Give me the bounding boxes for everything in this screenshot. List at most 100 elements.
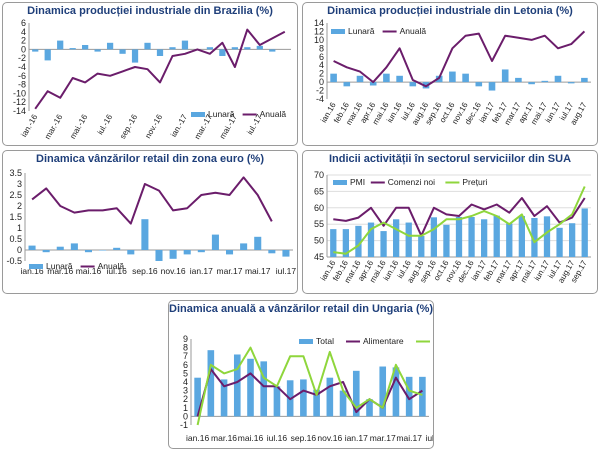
y-tick-label: 3 [17, 179, 22, 189]
y-tick-label: 2 [17, 201, 22, 211]
bar-lunară [169, 250, 177, 259]
bar-pmi [493, 215, 500, 257]
bar-lunară [56, 246, 64, 250]
y-tick-label: 50 [314, 236, 324, 246]
y-tick-label: -2 [18, 53, 26, 63]
bar-total [207, 350, 215, 417]
bar-lunară [206, 47, 214, 50]
bar-lunară [254, 236, 262, 250]
chart-panel-euro: Dinamica vânzărilor retail din zona euro… [2, 150, 298, 294]
y-tick-label: 1 [183, 403, 188, 413]
legend-label: PMI [350, 177, 365, 187]
y-tick-label: 5 [183, 368, 188, 378]
legend-label: Total [316, 336, 334, 346]
bar-total [300, 379, 307, 417]
chart-title-euro: Dinamica vânzărilor retail din zona euro… [36, 153, 264, 165]
chart-panel-brazil: Dinamica producției industriale din Braz… [2, 2, 298, 146]
x-tick-label: nov.16 [161, 266, 186, 276]
bar-lunară [515, 77, 522, 83]
x-tick-label: iul.16 [107, 266, 128, 276]
bar-lunară [240, 243, 248, 250]
series-line-prețuri [333, 186, 586, 255]
chart-title-letonia: Dinamica producției industriale din Leto… [327, 5, 573, 17]
bar-lunară [567, 82, 575, 84]
bar-pmi [418, 236, 425, 257]
bar-lunară [113, 247, 121, 250]
y-tick-label: 2 [183, 394, 188, 404]
x-tick-label: sep.16 [132, 266, 158, 276]
bar-lunară [356, 75, 364, 83]
x-tick-label: iul.16 [267, 433, 288, 443]
y-tick-label: 3.5 [9, 168, 22, 178]
bar-lunară [69, 48, 76, 50]
bar-pmi [355, 225, 362, 257]
x-tick-label: ian.16 [20, 266, 43, 276]
bar-lunară [44, 49, 51, 61]
series-line-anuală [333, 30, 586, 88]
y-tick-label: 0 [17, 245, 22, 255]
bar-pmi [556, 227, 563, 257]
y-tick-label: 9 [183, 334, 188, 344]
bar-pmi [481, 219, 488, 257]
x-tick-label: mar.17 [217, 266, 243, 276]
bar-lunară [369, 82, 377, 86]
bar-pmi [506, 223, 513, 257]
legend-label: Lunară [46, 261, 73, 271]
y-tick-label: 4 [319, 60, 324, 70]
bar-pmi [443, 224, 450, 257]
bar-lunară [84, 250, 92, 253]
y-tick-label: -6 [18, 71, 26, 81]
bar-lunară [409, 82, 417, 87]
y-tick-label: 7 [183, 351, 188, 361]
bar-lunară [106, 42, 114, 50]
y-tick-label: -4 [316, 94, 324, 104]
x-tick-label: mai.16 [76, 266, 102, 276]
series-line-combustil [196, 346, 423, 426]
y-tick-label: 2.5 [9, 190, 22, 200]
bar-total [379, 366, 387, 417]
y-tick-label: 12 [314, 26, 324, 36]
legend-swatch-bar [333, 180, 347, 185]
bar-lunară [131, 49, 139, 63]
x-tick-label: sep.16 [291, 433, 317, 443]
x-tick-label: iul.-16 [96, 112, 115, 136]
x-tick-label: mai.-16 [68, 112, 89, 140]
bar-lunară [396, 75, 403, 83]
bar-total [405, 376, 413, 417]
x-tick-label: nov.16 [317, 433, 342, 443]
bar-pmi [330, 229, 337, 257]
y-tick-label: 8 [183, 343, 188, 353]
x-tick-label: ian.17 [345, 433, 368, 443]
y-tick-label: 45 [314, 252, 324, 262]
chart-euro: -0.500.511.522.533.5 ian.16 mar.16 mai.16 iu… [6, 168, 296, 276]
bar-lunară [82, 45, 89, 50]
bar-lunară [383, 73, 390, 83]
bar-pmi [430, 217, 437, 257]
bar-pmi [393, 219, 400, 257]
y-tick-label: 4 [183, 377, 188, 387]
bar-lunară [181, 40, 189, 50]
bar-pmi [468, 216, 475, 257]
bar-lunară [28, 245, 36, 250]
x-tick-label: mar.16 [47, 266, 73, 276]
bar-lunară [330, 73, 337, 83]
series-line-anuală [34, 28, 286, 110]
bar-lunară [449, 71, 456, 83]
legend-swatch-bar [331, 29, 345, 34]
legend-swatch-bar [299, 339, 313, 344]
bar-lunară [528, 82, 535, 85]
legend-label: Alimentare [363, 336, 404, 346]
bar-lunară [127, 250, 135, 255]
legend-label: Combustil [433, 336, 434, 346]
series-line-anuală [31, 176, 273, 225]
bar-lunară [183, 250, 191, 255]
bar-lunară [156, 49, 164, 56]
bar-pmi [518, 216, 525, 257]
x-tick-label: mai.17 [245, 266, 271, 276]
bar-total [273, 386, 281, 417]
legend-label: Anuală [260, 109, 287, 119]
y-tick-label: 1.5 [9, 212, 22, 222]
bar-lunară [32, 49, 39, 52]
bar-lunară [42, 250, 50, 253]
